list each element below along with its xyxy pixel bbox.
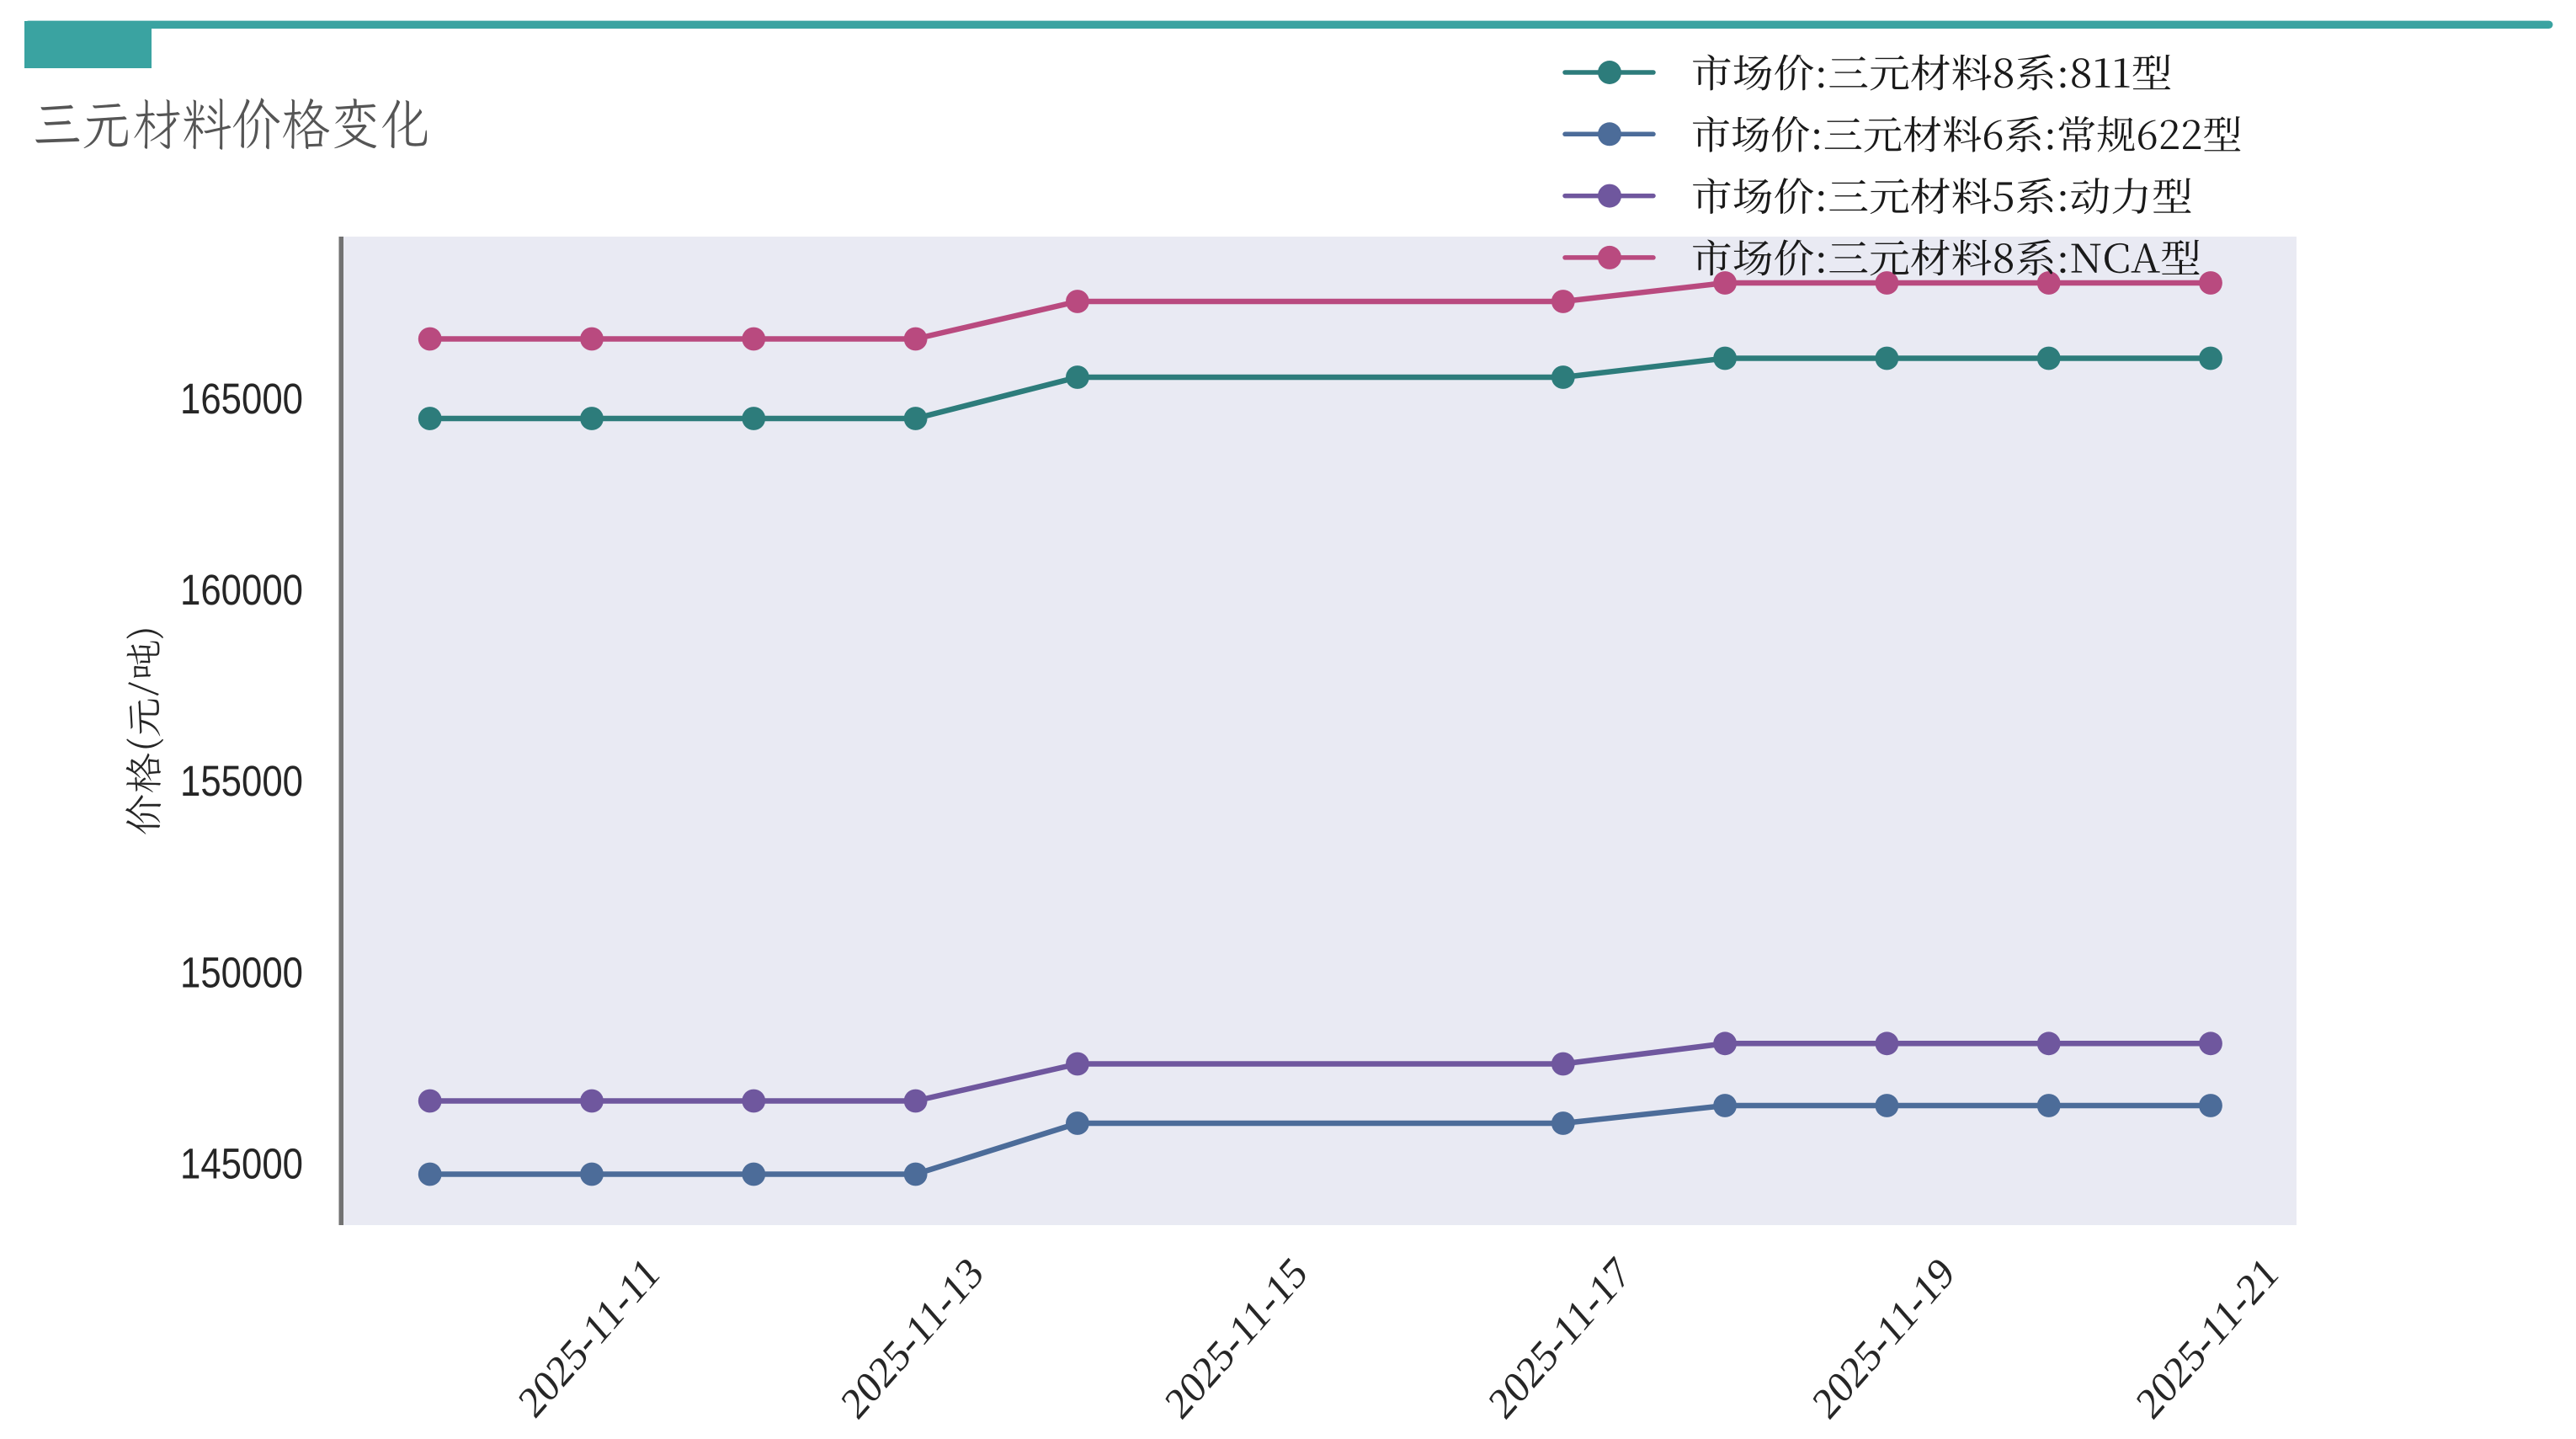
svg-text:155000: 155000 xyxy=(180,757,303,805)
svg-text:150000: 150000 xyxy=(180,949,303,997)
svg-text:160000: 160000 xyxy=(180,566,303,614)
svg-text:165000: 165000 xyxy=(180,375,303,423)
svg-text:145000: 145000 xyxy=(180,1140,303,1188)
